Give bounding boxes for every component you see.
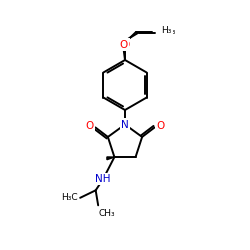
Text: O: O xyxy=(86,121,94,131)
Text: O: O xyxy=(121,40,129,50)
Text: H₃C: H₃C xyxy=(61,193,78,202)
Text: NH: NH xyxy=(96,174,111,184)
Text: H₃: H₃ xyxy=(166,26,176,36)
Text: H₃: H₃ xyxy=(161,26,172,35)
Text: CH₃: CH₃ xyxy=(99,209,115,218)
Text: O: O xyxy=(119,40,128,50)
Text: N: N xyxy=(121,120,129,130)
Text: O: O xyxy=(156,121,164,131)
Polygon shape xyxy=(107,157,114,160)
